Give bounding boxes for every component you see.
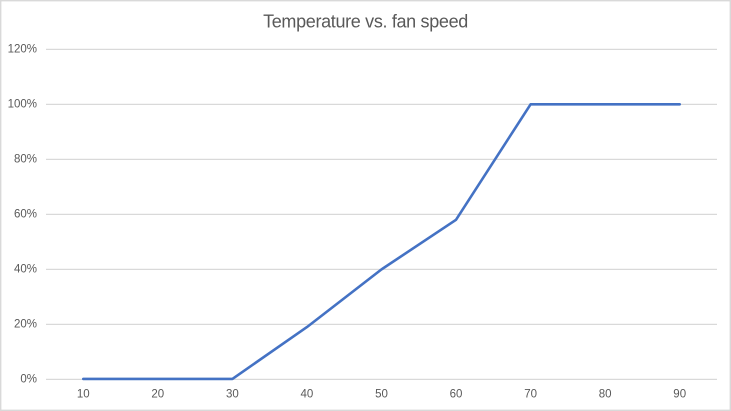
svg-text:40: 40 (301, 389, 314, 401)
svg-text:Temperature vs. fan speed: Temperature vs. fan speed (263, 12, 468, 32)
svg-text:80: 80 (599, 389, 612, 401)
svg-text:120%: 120% (8, 44, 37, 56)
svg-text:30: 30 (226, 389, 239, 401)
svg-text:20%: 20% (14, 319, 37, 331)
svg-text:80%: 80% (14, 154, 37, 166)
svg-text:60%: 60% (14, 209, 37, 221)
svg-text:90: 90 (673, 389, 686, 401)
svg-text:100%: 100% (8, 99, 37, 111)
svg-text:0%: 0% (20, 374, 37, 386)
svg-text:10: 10 (77, 389, 90, 401)
svg-text:70: 70 (524, 389, 537, 401)
svg-text:50: 50 (375, 389, 388, 401)
svg-text:20: 20 (151, 389, 164, 401)
svg-text:40%: 40% (14, 264, 37, 276)
svg-text:60: 60 (450, 389, 463, 401)
